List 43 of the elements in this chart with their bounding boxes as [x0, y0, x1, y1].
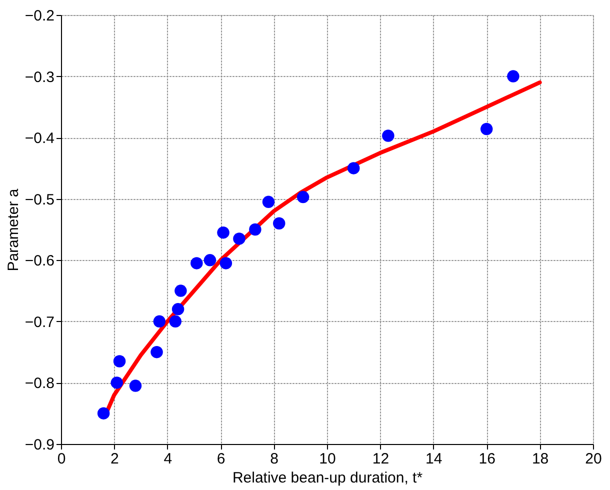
x-tick-label: 20	[585, 450, 602, 468]
x-tick-label: 6	[216, 450, 226, 468]
x-tick-label: 0	[57, 450, 66, 468]
point	[217, 226, 230, 239]
y-tick-label: −0.3	[24, 68, 54, 86]
point	[204, 254, 216, 266]
x-tick-label: 14	[426, 450, 442, 468]
point	[172, 303, 184, 316]
x-tick-label: 8	[270, 450, 278, 468]
point	[507, 70, 520, 82]
y-tick-label: −0.6	[24, 252, 54, 270]
point	[249, 223, 262, 236]
point	[480, 122, 493, 136]
x-tick-label: 12	[372, 450, 390, 468]
x-tick-label: 16	[478, 450, 496, 468]
x-tick-label: 4	[164, 450, 172, 468]
point	[190, 257, 203, 270]
x-tick-label: 2	[110, 450, 119, 468]
point	[382, 130, 394, 142]
point	[150, 346, 163, 358]
y-tick-label: −0.5	[24, 191, 54, 208]
y-tick-label: −0.8	[24, 375, 54, 392]
y-tick-label: −0.2	[24, 8, 54, 24]
point	[174, 284, 187, 297]
point	[129, 380, 142, 392]
point	[169, 315, 182, 328]
point	[110, 376, 123, 389]
y-axis-title: Parameter a	[4, 188, 22, 272]
x-tick-label: 18	[532, 450, 549, 468]
point	[153, 315, 166, 328]
point	[272, 217, 286, 230]
point	[347, 162, 360, 174]
point	[233, 232, 246, 245]
point	[97, 407, 110, 420]
point	[113, 355, 126, 368]
y-tick-label: −0.7	[24, 314, 54, 331]
point	[262, 196, 275, 208]
y-tick-label: −0.9	[24, 436, 54, 454]
y-tick-label: −0.4	[24, 130, 54, 148]
x-tick-label: 10	[319, 450, 336, 468]
point	[220, 257, 232, 270]
point	[296, 190, 310, 204]
x-axis-title: Relative bean-up duration, t*	[232, 470, 423, 486]
